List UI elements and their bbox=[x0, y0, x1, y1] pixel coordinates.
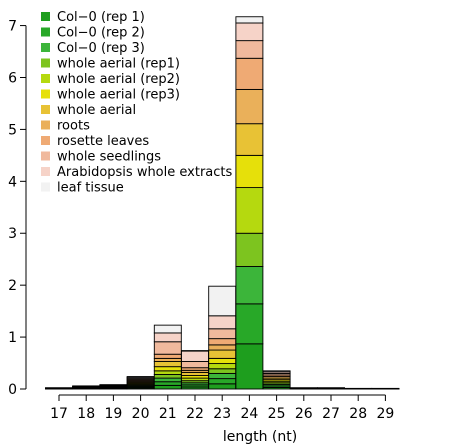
legend-label-4: whole aerial (rep1) bbox=[57, 57, 180, 72]
bar-segment-22-s11 bbox=[181, 350, 209, 362]
bar-segment-24-s2 bbox=[235, 303, 264, 345]
bar-segment-24-s9 bbox=[235, 57, 264, 90]
x-tick-label-26: 26 bbox=[295, 406, 313, 422]
legend-swatch-5 bbox=[41, 74, 50, 83]
bar-segment-21-s1 bbox=[153, 384, 182, 390]
x-tick-label-27: 27 bbox=[322, 406, 340, 422]
legend-label-6: whole aerial (rep3) bbox=[57, 88, 180, 103]
legend-swatch-2 bbox=[41, 27, 50, 37]
bar-segment-24-s6 bbox=[235, 154, 264, 189]
bar-segment-21-s4 bbox=[153, 374, 182, 379]
bar-segment-21-s12 bbox=[153, 324, 182, 334]
legend-label-11: Arabidopsis whole extracts bbox=[57, 165, 232, 180]
bar-segment-21-s5 bbox=[153, 370, 182, 375]
bar-segment-25-s12 bbox=[262, 370, 291, 373]
bar-segment-23-s10 bbox=[208, 328, 237, 340]
legend-label-3: Col−0 (rep 3) bbox=[57, 41, 145, 56]
legend-label-9: rosette leaves bbox=[57, 134, 149, 149]
bar-segment-21-s2 bbox=[153, 381, 182, 386]
y-tick-label: 5 bbox=[8, 122, 17, 138]
y-tick-label: 3 bbox=[8, 226, 17, 242]
legend-swatch-3 bbox=[41, 43, 50, 52]
bar-segment-21-s9 bbox=[153, 353, 182, 359]
bar-segment-21-s8 bbox=[153, 357, 182, 362]
x-tick-label-28: 28 bbox=[349, 406, 367, 422]
y-tick-label: 0 bbox=[8, 382, 17, 398]
bar-segment-21-s6 bbox=[153, 366, 182, 372]
x-tick-label-22: 22 bbox=[186, 406, 204, 422]
bar-segment-21-s11 bbox=[153, 332, 182, 343]
bar-group bbox=[45, 16, 400, 390]
legend: Col−0 (rep 1)Col−0 (rep 2)Col−0 (rep 3)w… bbox=[41, 10, 232, 196]
x-tick-label-29: 29 bbox=[376, 406, 394, 422]
y-tick-label: 1 bbox=[8, 330, 17, 346]
legend-label-2: Col−0 (rep 2) bbox=[57, 26, 145, 41]
legend-swatch-1 bbox=[41, 12, 50, 21]
bar-segment-23-s11 bbox=[208, 315, 237, 330]
bar-segment-24-s12 bbox=[235, 16, 264, 24]
legend-swatch-9 bbox=[41, 136, 50, 145]
bar-segment-20-s12 bbox=[126, 376, 155, 379]
bar-segment-23-s3 bbox=[208, 372, 237, 380]
bar-segment-22-s12 bbox=[181, 350, 209, 352]
bar-segment-22-s10 bbox=[181, 361, 209, 369]
legend-swatch-4 bbox=[41, 58, 50, 68]
x-tick-label-24: 24 bbox=[240, 406, 258, 422]
x-tick-label-23: 23 bbox=[213, 406, 231, 422]
legend-label-7: whole aerial bbox=[57, 103, 136, 118]
bar-segment-23-s8 bbox=[208, 344, 237, 351]
bar-segment-24-s5 bbox=[235, 187, 264, 234]
y-tick-label: 2 bbox=[8, 278, 17, 294]
x-tick-label-20: 20 bbox=[132, 406, 150, 422]
x-axis: 17 18 19 20 21 22 23 24 25 26 27 28 29 bbox=[50, 394, 394, 422]
legend-swatch-7 bbox=[41, 105, 50, 114]
legend-swatch-11 bbox=[41, 167, 50, 176]
bar-segment-23-s7 bbox=[208, 349, 237, 359]
y-tick-label: 6 bbox=[8, 70, 17, 86]
legend-swatch-12 bbox=[41, 182, 50, 192]
bar-segment-23-s6 bbox=[208, 357, 237, 365]
bar-segment-24-s8 bbox=[235, 88, 264, 125]
bar-segment-24-s3 bbox=[235, 266, 264, 305]
bar-segment-24-s11 bbox=[235, 22, 264, 42]
x-tick-label-21: 21 bbox=[159, 406, 177, 422]
y-tick-label: 7 bbox=[8, 19, 17, 35]
bar-segment-24-s1 bbox=[235, 343, 264, 390]
bar-segment-23-s1 bbox=[208, 383, 237, 390]
bar-segment-21-s7 bbox=[153, 361, 182, 368]
bar-segment-21-s10 bbox=[153, 341, 182, 355]
legend-swatch-6 bbox=[41, 89, 50, 99]
bar-segment-23-s9 bbox=[208, 338, 237, 346]
legend-swatch-10 bbox=[41, 151, 50, 161]
legend-label-5: whole aerial (rep2) bbox=[57, 72, 180, 87]
legend-label-12: leaf tissue bbox=[57, 181, 124, 196]
legend-label-1: Col−0 (rep 1) bbox=[57, 10, 145, 25]
bar-segment-24-s7 bbox=[235, 123, 264, 156]
legend-label-10: whole seedlings bbox=[57, 150, 161, 165]
x-axis-title: length (nt) bbox=[223, 429, 297, 445]
x-tick-label-25: 25 bbox=[268, 406, 286, 422]
bar-segment-21-s3 bbox=[153, 377, 182, 383]
legend-label-8: roots bbox=[57, 119, 90, 134]
y-axis: 0 1 2 3 4 5 6 7 bbox=[8, 19, 27, 398]
legend-swatch-8 bbox=[41, 120, 50, 130]
bar-segment-23-s2 bbox=[208, 378, 237, 385]
bar-segment-24-s10 bbox=[235, 40, 264, 59]
bar-segment-23-s12 bbox=[208, 285, 237, 317]
bar-segment-23-s5 bbox=[208, 363, 237, 370]
bar-segment-23-s4 bbox=[208, 368, 237, 374]
x-tick-label-17: 17 bbox=[50, 406, 68, 422]
x-tick-label-18: 18 bbox=[77, 406, 95, 422]
y-tick-label: 4 bbox=[8, 174, 17, 190]
bar-segment-22-s7 bbox=[181, 371, 209, 376]
x-tick-label-19: 19 bbox=[104, 406, 122, 422]
bar-segment-24-s4 bbox=[235, 232, 264, 267]
